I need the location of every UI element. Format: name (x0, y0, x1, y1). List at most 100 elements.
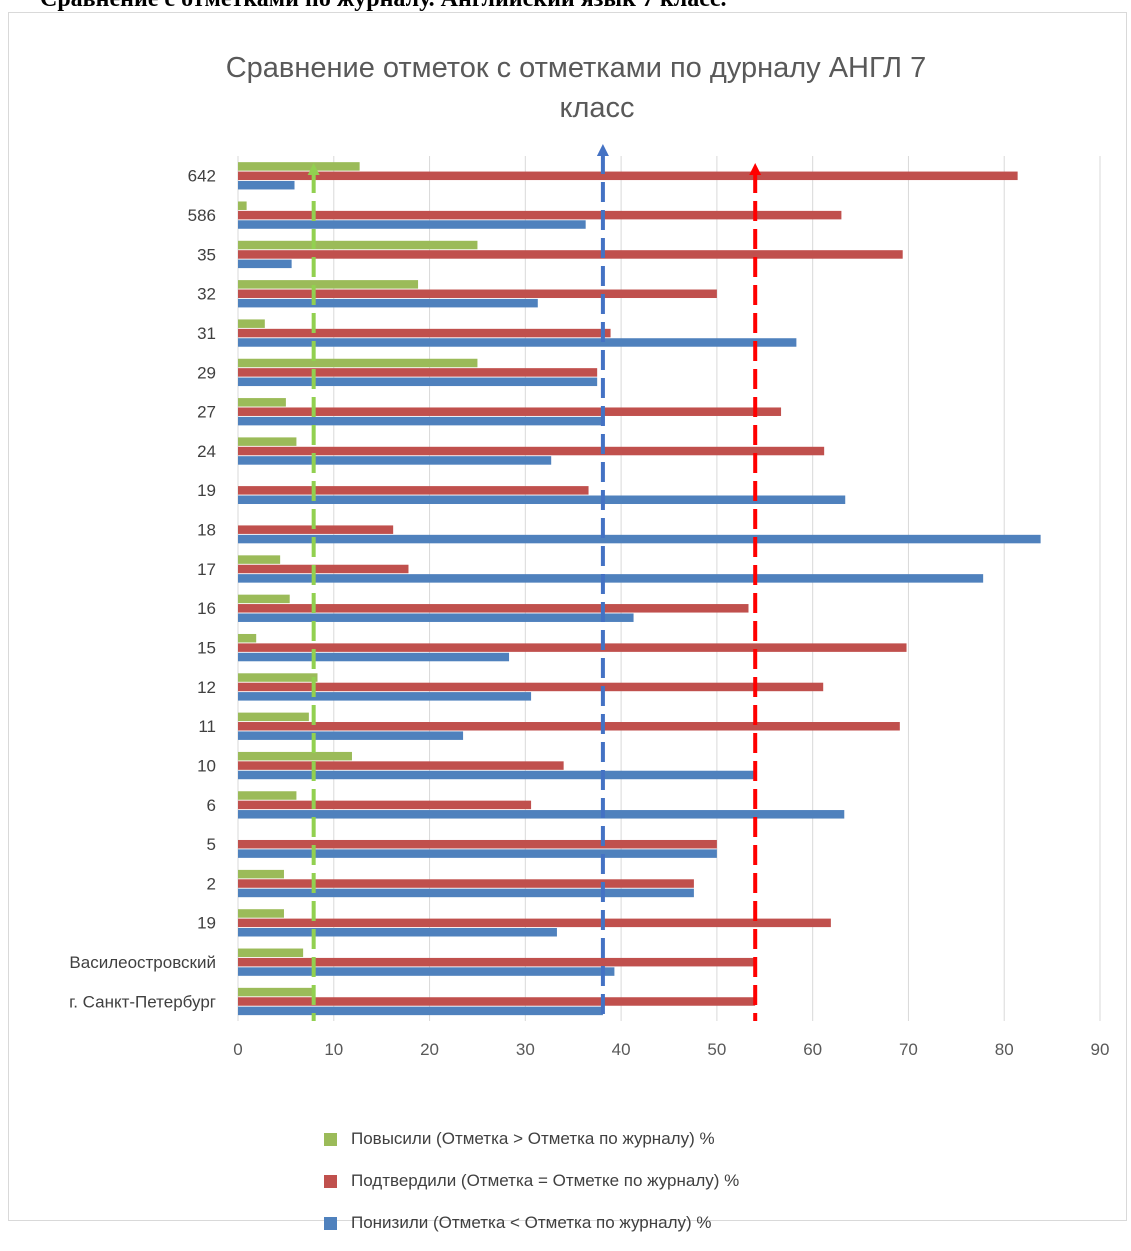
bar-lowered (238, 967, 615, 976)
bar-lowered (238, 810, 845, 819)
bar-increased (238, 987, 314, 997)
bar-lowered (238, 338, 797, 347)
bar-increased (238, 201, 247, 210)
bar-increased (238, 909, 284, 918)
category-label: 32 (197, 285, 216, 304)
bar-confirmed (238, 250, 903, 259)
category-label: 19 (197, 914, 216, 933)
legend-swatch-confirmed (324, 1174, 337, 1188)
x-tick-label-10: 10 (324, 1040, 343, 1059)
bar-lowered (238, 416, 605, 426)
green-average-line-arrowhead (307, 163, 320, 175)
legend-swatch-increased (324, 1132, 337, 1146)
bar-confirmed (238, 643, 907, 652)
bar-increased (238, 869, 284, 879)
bar-lowered (238, 731, 464, 740)
bar-confirmed (238, 289, 717, 299)
category-label: 19 (197, 481, 216, 500)
category-label: 17 (197, 560, 216, 579)
bar-confirmed (238, 525, 394, 534)
bar-lowered (238, 180, 295, 190)
category-label: 18 (197, 521, 216, 540)
bar-increased (238, 948, 304, 958)
category-label: 29 (197, 363, 216, 382)
bar-increased (238, 555, 281, 564)
legend-label-increased: Повысили (Отметка > Отметка по журналу) … (351, 1129, 715, 1148)
bar-increased (238, 673, 318, 682)
x-tick-label-0: 0 (233, 1040, 242, 1059)
legend-label-lowered: Понизили (Отметка < Отметка по журналу) … (351, 1213, 712, 1232)
bar-confirmed (238, 486, 589, 495)
bars (238, 162, 1041, 1016)
category-label: 10 (197, 756, 216, 775)
category-label: 27 (197, 403, 216, 422)
category-label: 16 (197, 599, 216, 618)
bar-increased (238, 751, 352, 761)
bar-confirmed (238, 407, 782, 416)
bar-confirmed (238, 957, 755, 967)
category-label: 5 (207, 835, 216, 854)
x-tick-label-20: 20 (420, 1040, 439, 1059)
red-average-line-arrowhead (749, 163, 762, 175)
bar-lowered (238, 259, 292, 269)
bar-increased (238, 398, 286, 407)
category-label: 6 (207, 796, 216, 815)
category-label: 12 (197, 678, 216, 697)
reference-lines (307, 144, 762, 1021)
category-label: г. Санкт-Петербург (69, 992, 216, 1011)
bar-lowered (238, 220, 586, 229)
category-label: 24 (197, 442, 216, 461)
category-label: Василеостровский (69, 953, 216, 972)
bar-increased (238, 319, 265, 328)
category-label: 35 (197, 245, 216, 264)
bar-confirmed (238, 800, 532, 810)
category-label: 642 (188, 167, 216, 186)
x-tick-label-50: 50 (707, 1040, 726, 1059)
bar-increased (238, 358, 478, 368)
category-label: 31 (197, 324, 216, 343)
bar-confirmed (238, 722, 900, 731)
bar-confirmed (238, 446, 825, 456)
bar-lowered (238, 928, 557, 937)
bar-lowered (238, 1006, 603, 1016)
bar-confirmed (238, 210, 842, 220)
legend-item-confirmed: Подтвердили (Отметка = Отметке по журнал… (324, 1167, 739, 1195)
x-tick-label-80: 80 (995, 1040, 1014, 1059)
bar-lowered (238, 456, 552, 465)
chart-title-line-1: Сравнение отметок с отметками по дурналу… (226, 52, 927, 84)
legend-swatch-lowered (324, 1216, 337, 1230)
category-label: 15 (197, 638, 216, 657)
x-tick-label-40: 40 (612, 1040, 631, 1059)
bar-lowered (238, 692, 532, 701)
bar-increased (238, 240, 478, 250)
bar-lowered (238, 613, 634, 622)
bar-increased (238, 633, 257, 643)
bar-lowered (238, 534, 1041, 544)
bar-lowered (238, 849, 717, 858)
bar-confirmed (238, 761, 564, 770)
bar-increased (238, 712, 309, 722)
gridlines (237, 156, 1101, 1021)
bar-confirmed (238, 328, 611, 338)
bar-confirmed (238, 368, 598, 377)
bar-increased (238, 791, 297, 800)
x-tick-label-60: 60 (803, 1040, 822, 1059)
bar-increased (238, 437, 297, 446)
category-label: 586 (188, 206, 216, 225)
bar-lowered (238, 495, 846, 505)
chart-title-line-2: класс (559, 92, 634, 124)
category-label: 2 (207, 874, 216, 893)
legend-label-confirmed: Подтвердили (Отметка = Отметке по журнал… (351, 1171, 740, 1190)
legend-item-lowered: Понизили (Отметка < Отметка по журналу) … (324, 1209, 739, 1237)
bar-increased (238, 594, 290, 604)
bar-lowered (238, 652, 510, 662)
category-labels: 642 586 35 32 31 29 27 24 19 18 17 16 15 12 11 10 6 5 2 19 В… (69, 167, 216, 1012)
bar-confirmed (238, 682, 824, 692)
bar-lowered (238, 770, 757, 780)
legend: Повысили (Отметка > Отметка по журналу) … (324, 1125, 739, 1251)
bar-increased (238, 280, 419, 289)
x-tick-labels: 0 10 20 30 40 50 60 70 80 90 (233, 1040, 1109, 1059)
x-tick-label-70: 70 (899, 1040, 918, 1059)
bar-lowered (238, 888, 694, 898)
x-tick-label-30: 30 (516, 1040, 535, 1059)
